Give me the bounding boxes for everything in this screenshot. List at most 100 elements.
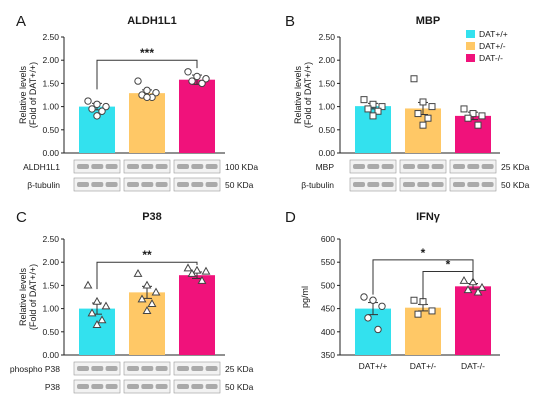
legend-entry: DAT+/+: [479, 29, 508, 39]
blot-band: [155, 366, 168, 371]
blot-band: [141, 164, 154, 169]
blot-band: [105, 182, 118, 187]
y-axis-label: pg/ml: [300, 286, 310, 308]
blot-band: [453, 182, 465, 187]
data-point: [143, 86, 151, 95]
y-tick-label: 1.50: [42, 280, 59, 290]
blot-kda: 100 KDa: [225, 162, 258, 172]
panel-title: MBP: [416, 15, 440, 27]
y-tick-label: 2.00: [318, 55, 335, 65]
blot-band: [77, 164, 89, 169]
blot-label: ALDH1L1: [23, 162, 60, 172]
blot-kda: 50 KDa: [225, 180, 254, 190]
data-point: [92, 320, 102, 328]
panel-letter: A: [16, 13, 26, 30]
data-point: [364, 105, 372, 113]
y-tick-label: 0.50: [42, 327, 59, 337]
blot-label: β-tubulin: [301, 180, 334, 190]
y-tick-label: 0.00: [42, 148, 59, 158]
data-point: [374, 107, 382, 115]
blot-band: [105, 366, 118, 371]
data-point: [197, 275, 207, 284]
blot-band: [381, 182, 394, 187]
y-tick-label: 0.00: [42, 350, 59, 360]
data-point: [459, 275, 469, 284]
bar: [455, 286, 491, 355]
data-point: [410, 75, 418, 83]
data-point: [151, 287, 161, 296]
blot-band: [205, 384, 218, 389]
y-tick-label: 2.50: [318, 32, 335, 42]
panel-letter: C: [16, 209, 27, 226]
y-tick-label: 600: [321, 234, 335, 244]
data-point: [463, 285, 473, 294]
blot-band: [141, 384, 154, 389]
bar: [79, 308, 115, 355]
blot-label: P38: [45, 382, 60, 392]
data-point: [369, 296, 377, 304]
blot-band: [367, 182, 380, 187]
blot-band: [417, 164, 430, 169]
data-point: [464, 114, 472, 122]
data-point: [460, 105, 468, 113]
data-point: [424, 114, 432, 122]
bar: [129, 292, 165, 355]
blot-band: [205, 366, 218, 371]
significance-bracket: [372, 259, 474, 295]
data-point: [419, 121, 427, 129]
blot-label: β-tubulin: [27, 180, 60, 190]
blot-band: [155, 182, 168, 187]
significance-bracket: [96, 261, 198, 290]
legend-swatch: [466, 30, 475, 38]
y-axis-label-line: pg/ml: [300, 286, 310, 308]
panel-title: P38: [142, 211, 162, 223]
data-point: [419, 98, 427, 106]
y-tick-label: 450: [321, 304, 335, 314]
blot-band: [191, 164, 204, 169]
y-axis-label-line: (Fold of DAT+/+): [28, 62, 38, 128]
data-point: [98, 107, 106, 115]
bar: [405, 108, 441, 153]
y-tick-label: 1.00: [42, 102, 59, 112]
data-point: [468, 277, 478, 286]
blot-kda: 50 KDa: [501, 180, 530, 190]
blot-band: [431, 164, 444, 169]
y-axis-label: Relative levels(Fold of DAT+/+): [18, 62, 38, 128]
y-tick-label: 2.50: [42, 32, 59, 42]
blot-band: [155, 164, 168, 169]
data-point: [83, 280, 93, 289]
blot-band: [127, 182, 139, 187]
significance-label: *: [421, 246, 426, 260]
data-point: [478, 112, 486, 120]
y-tick-label: 500: [321, 280, 335, 290]
data-point: [92, 296, 102, 305]
significance-bracket: [422, 270, 474, 300]
blot-band: [205, 182, 218, 187]
blot-label: phospho P38: [10, 364, 60, 374]
data-point: [202, 75, 210, 83]
blot-band: [127, 366, 139, 371]
blot-band: [105, 384, 118, 389]
blot-band: [91, 182, 104, 187]
data-point: [474, 121, 482, 129]
legend-swatch: [466, 42, 475, 50]
data-point: [193, 72, 201, 81]
blot-band: [353, 182, 365, 187]
blot-band: [403, 182, 415, 187]
y-tick-label: 550: [321, 257, 335, 267]
y-tick-label: 1.00: [318, 102, 335, 112]
data-point: [469, 110, 477, 118]
panel-letter: D: [285, 209, 296, 226]
blot-band: [77, 366, 89, 371]
bar: [405, 307, 441, 355]
blot-band: [77, 182, 89, 187]
data-point: [142, 280, 152, 289]
y-axis-label-line: Relative levels: [293, 65, 303, 124]
blot-band: [91, 164, 104, 169]
y-axis-label-line: (Fold of DAT+/+): [303, 62, 313, 128]
y-tick-label: 2.00: [42, 55, 59, 65]
blot-band: [155, 384, 168, 389]
data-point: [187, 268, 197, 277]
data-point: [147, 299, 157, 308]
